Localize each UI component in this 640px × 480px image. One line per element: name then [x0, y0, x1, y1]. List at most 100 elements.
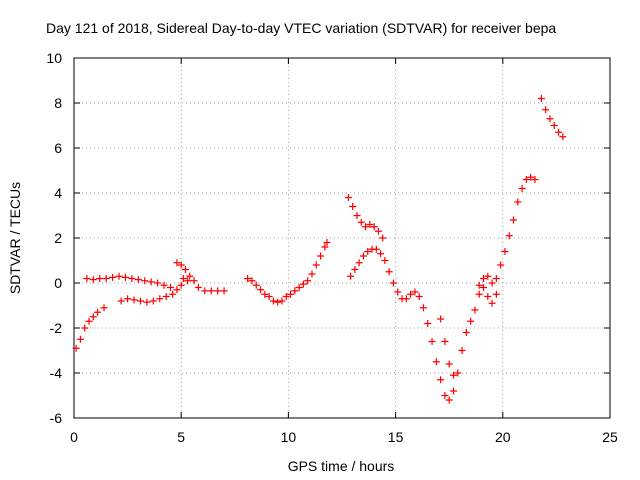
data-point [488, 299, 496, 307]
y-tick-label: -6 [50, 410, 63, 426]
data-point [359, 252, 367, 260]
data-point [169, 290, 177, 298]
data-point [278, 297, 286, 305]
x-axis-label: GPS time / hours [288, 458, 395, 474]
data-point [497, 261, 505, 269]
data-point [128, 275, 136, 282]
data-point [370, 223, 378, 231]
data-point [505, 232, 513, 240]
data-point [117, 297, 125, 305]
data-point [394, 288, 402, 296]
data-point [449, 371, 457, 379]
y-tick-label: 8 [54, 95, 62, 111]
data-point [377, 250, 385, 258]
data-point [546, 115, 554, 123]
data-point [323, 239, 331, 246]
data-point [518, 185, 526, 192]
data-point [186, 272, 194, 280]
data-point [244, 275, 252, 282]
data-point [432, 358, 440, 366]
data-point [402, 295, 410, 303]
data-point [411, 288, 419, 296]
data-point [194, 284, 202, 291]
data-point [415, 293, 423, 300]
data-point [501, 248, 509, 255]
data-point [291, 287, 299, 295]
data-point [480, 284, 488, 291]
data-point [173, 259, 181, 267]
data-point [492, 275, 500, 282]
data-point [364, 248, 372, 255]
data-point [428, 338, 436, 345]
data-point [177, 261, 185, 269]
data-point [357, 218, 365, 226]
x-tick-label: 25 [602, 429, 618, 445]
data-point [96, 275, 104, 282]
y-tick-label: -4 [50, 365, 63, 381]
data-point [177, 281, 185, 289]
data-point [351, 266, 359, 273]
data-point [366, 221, 374, 228]
data-point [109, 273, 117, 281]
data-point [156, 295, 164, 303]
data-point [445, 396, 453, 404]
y-tick-label: 10 [46, 50, 62, 66]
data-point [462, 329, 470, 336]
data-point [522, 176, 530, 183]
data-point [257, 286, 265, 294]
data-point [154, 279, 162, 287]
data-point [344, 194, 352, 201]
data-point [372, 245, 380, 253]
data-point [385, 268, 393, 276]
data-point [265, 293, 273, 300]
data-point [510, 216, 518, 224]
data-point [550, 122, 558, 129]
data-point [149, 297, 157, 305]
data-point [179, 275, 187, 282]
y-tick-label: 4 [54, 185, 62, 201]
x-tick-label: 0 [70, 429, 78, 445]
data-point [349, 203, 357, 210]
data-point [89, 313, 97, 321]
data-point [484, 272, 492, 280]
data-point [454, 369, 462, 377]
chart-title: Day 121 of 2018, Sidereal Day-to-day VTE… [46, 20, 556, 36]
data-point [252, 281, 260, 289]
data-point [147, 278, 155, 286]
data-point [312, 261, 320, 269]
data-point [317, 252, 325, 260]
data-point [480, 275, 488, 282]
data-point [475, 281, 483, 289]
axis-ticks: 0 5 10 15 20 25 -6 -4 -2 0 2 4 6 8 10 [46, 50, 618, 445]
data-point [207, 287, 215, 295]
data-point [94, 308, 102, 316]
data-point [304, 277, 312, 285]
data-point [467, 317, 475, 325]
grid [74, 58, 610, 418]
data-point [542, 106, 550, 114]
data-point [458, 347, 466, 354]
data-point [287, 290, 295, 298]
data-point [441, 338, 449, 345]
data-point [102, 275, 110, 282]
data-point [115, 272, 123, 280]
data-point [449, 387, 457, 395]
y-tick-label: 0 [54, 275, 62, 291]
data-point [299, 280, 307, 288]
data-point [537, 95, 545, 102]
x-tick-label: 15 [388, 429, 404, 445]
data-point [141, 277, 149, 285]
y-tick-label: 2 [54, 230, 62, 246]
data-point [162, 293, 170, 300]
data-point [282, 293, 290, 300]
data-point [261, 290, 269, 298]
data-point [130, 296, 138, 304]
data-points [72, 95, 567, 404]
x-tick-label: 20 [495, 429, 511, 445]
y-tick-label: -2 [50, 320, 63, 336]
data-point [389, 279, 397, 287]
data-point [355, 259, 363, 267]
data-point [89, 276, 97, 284]
data-point [362, 223, 370, 231]
x-tick-label: 5 [177, 429, 185, 445]
